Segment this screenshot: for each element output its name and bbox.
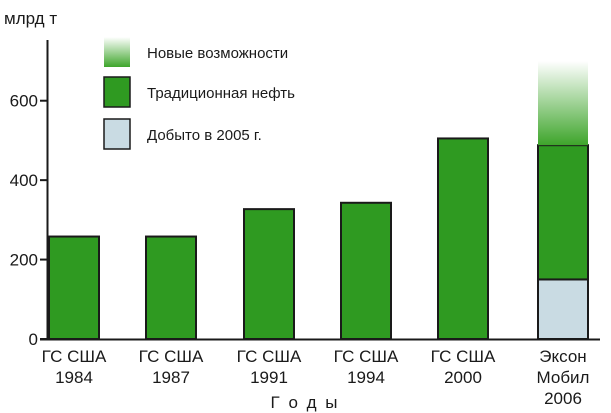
y-tick-label: 0 [29, 330, 38, 349]
bar-traditional-oil [537, 144, 589, 281]
y-tick-label: 200 [10, 251, 38, 270]
x-tick-label: ГС США 2000 [431, 347, 496, 387]
x-tick-label-line: 1994 [347, 368, 385, 387]
x-tick-label: ГС США 1987 [139, 347, 204, 387]
x-tick-label-line: ГС США [237, 347, 302, 366]
y-ticks: 0 200 400 600 [10, 92, 48, 349]
y-tick-label: 600 [10, 92, 38, 111]
y-axis-title: млрд т [4, 9, 57, 28]
legend-label: Новые возможности [147, 45, 288, 62]
legend-label: Традиционная нефть [147, 85, 295, 102]
x-tick-label-line: ГС США [334, 347, 399, 366]
x-tick-label: Эксон Мобил 2006 [537, 347, 590, 408]
x-tick-label: ГС США 1994 [334, 347, 399, 387]
bar-extracted-2005 [537, 278, 589, 340]
x-tick-label-line: ГС США [431, 347, 496, 366]
x-tick-label-line: ГС США [139, 347, 204, 366]
x-tick-label-line: Мобил [537, 368, 590, 387]
bar-traditional-oil [437, 137, 489, 340]
category-labels: ГС США 1984 ГС США 1987 ГС США 1991 ГС США 1994… [42, 347, 590, 408]
x-tick-label: ГС США 1984 [42, 347, 107, 387]
x-tick-label-line: 1984 [55, 368, 93, 387]
bar-new-opportunities [538, 61, 588, 146]
legend-swatch [103, 76, 131, 108]
x-tick-label-line: ГС США [42, 347, 107, 366]
bar-traditional-oil [48, 235, 100, 340]
x-tick-label-line: 1987 [152, 368, 190, 387]
bar-traditional-oil [145, 235, 197, 340]
x-tick-label-line: 2000 [444, 368, 482, 387]
legend-label: Добыто в 2005 г. [147, 127, 262, 144]
legend-swatch [104, 37, 130, 67]
x-tick-label-line: 2006 [544, 389, 582, 408]
x-tick-label: ГС США 1991 [237, 347, 302, 387]
x-axis-title: Г о д ы [271, 393, 340, 412]
legend: Новые возможности Традиционная нефть Добыт… [103, 37, 295, 150]
x-tick-label-line: 1991 [250, 368, 288, 387]
bars [48, 61, 589, 340]
legend-swatch [103, 118, 131, 150]
bar-traditional-oil [243, 208, 295, 340]
bar-traditional-oil [340, 201, 392, 340]
y-tick-label: 400 [10, 171, 38, 190]
x-tick-label-line: Эксон [539, 347, 586, 366]
